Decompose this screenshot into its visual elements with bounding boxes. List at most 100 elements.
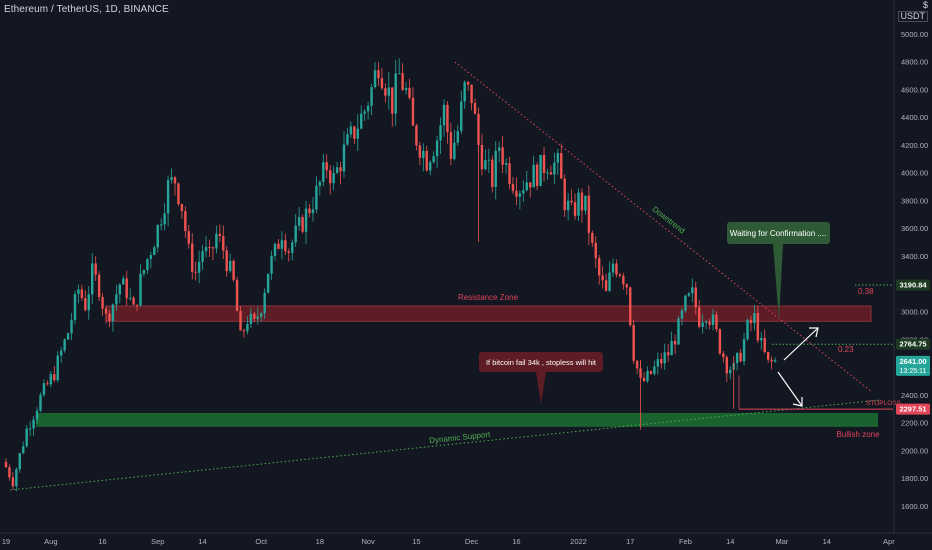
- candle-body: [487, 159, 491, 161]
- candle-body: [563, 178, 566, 211]
- candle: [277, 238, 280, 250]
- time-tick-label: 14: [726, 537, 734, 546]
- symbol-title[interactable]: Ethereum / TetherUS, 1D, BINANCE: [4, 4, 169, 15]
- candle: [239, 305, 242, 331]
- candle-body: [615, 263, 618, 275]
- candle: [108, 309, 111, 328]
- candle: [635, 360, 639, 374]
- stoploss-label: STOPLOSS: [866, 400, 902, 407]
- candle: [587, 185, 591, 246]
- candle-body: [191, 243, 194, 272]
- candle: [311, 197, 315, 222]
- dynamic-support-line: [9, 399, 881, 491]
- candle: [284, 233, 287, 255]
- candle-body: [587, 195, 591, 233]
- candle-body: [573, 202, 577, 216]
- candle: [694, 281, 697, 315]
- candle: [66, 332, 70, 340]
- candle: [518, 190, 522, 210]
- candle-body: [22, 446, 25, 454]
- candle: [139, 264, 142, 307]
- candle-body: [546, 172, 549, 174]
- candle: [363, 108, 366, 122]
- currency-code-badge: USDT: [897, 11, 928, 22]
- candle: [604, 273, 608, 292]
- candle: [335, 161, 339, 175]
- candle-body: [49, 374, 53, 385]
- candle: [28, 421, 32, 437]
- candle: [542, 147, 546, 182]
- candle-body: [25, 428, 28, 447]
- candle-body: [729, 369, 732, 374]
- candle: [15, 467, 18, 492]
- candle-body: [180, 203, 184, 212]
- candle-body: [149, 255, 153, 260]
- candle: [91, 252, 94, 305]
- candle-body: [746, 319, 749, 340]
- candle: [529, 182, 532, 198]
- currency-indicator[interactable]: $ USDT: [897, 1, 928, 22]
- candle-body: [649, 371, 653, 374]
- candle-body: [460, 101, 463, 132]
- candle-body: [294, 225, 297, 243]
- candle-body: [691, 287, 694, 294]
- candle-body: [80, 289, 84, 299]
- candle: [415, 123, 418, 151]
- candle: [328, 164, 332, 195]
- candle-body: [435, 140, 439, 157]
- candle-body: [325, 162, 328, 171]
- candle-body: [411, 97, 415, 126]
- price-tick-label: 4800.00: [901, 58, 928, 67]
- candle: [11, 471, 15, 490]
- candle: [663, 343, 666, 370]
- candle-body: [328, 170, 332, 184]
- bullish-zone-label: Bullish zone: [836, 430, 880, 439]
- candle-body: [66, 333, 70, 340]
- candle-body: [415, 125, 418, 146]
- stoploss-callout-box: [479, 352, 603, 372]
- candle: [649, 370, 653, 376]
- candle-body: [239, 310, 242, 331]
- price-labels: 3190.84 2764.75 2641.00 13:25:11 2297.51: [896, 279, 930, 415]
- candle: [642, 372, 646, 383]
- candle-body: [273, 243, 277, 256]
- candle-body: [84, 298, 87, 311]
- confirmation-callout-box: [727, 222, 830, 244]
- candle-body: [432, 156, 435, 163]
- candle: [325, 154, 328, 179]
- candle-body: [597, 258, 601, 276]
- candle-body: [156, 225, 159, 248]
- time-axis[interactable]: 19 Aug 16 Sep 14 Oct 18 Nov 15 Dec 16 2022 17 Feb 14 Ma…: [0, 532, 932, 546]
- time-tick-label: 14: [823, 537, 831, 546]
- candle: [59, 346, 63, 363]
- candle: [156, 224, 159, 253]
- candle-body: [215, 233, 218, 249]
- candle-body: [739, 352, 742, 362]
- candle: [70, 312, 73, 341]
- candle: [80, 284, 84, 301]
- candle: [294, 213, 297, 248]
- axis-price-label-bg: [896, 338, 930, 350]
- candle-body: [463, 82, 466, 102]
- candle-body: [287, 251, 291, 253]
- candle-body: [177, 183, 180, 204]
- candles-layer: [4, 58, 777, 492]
- time-tick-label: 16: [512, 537, 520, 546]
- candle-body: [653, 366, 656, 374]
- candle-body: [698, 307, 701, 327]
- candle-body: [591, 232, 594, 243]
- candle-body: [742, 339, 746, 362]
- candle: [273, 242, 277, 261]
- candle: [304, 201, 308, 245]
- candle-body: [11, 477, 15, 487]
- candle-body: [56, 355, 59, 381]
- candle: [63, 338, 66, 353]
- candle-body: [201, 251, 204, 262]
- candle: [577, 188, 580, 221]
- candle-body: [625, 284, 628, 288]
- candle: [49, 371, 53, 388]
- candle: [484, 149, 487, 171]
- candle-body: [135, 304, 139, 306]
- candle: [308, 203, 311, 218]
